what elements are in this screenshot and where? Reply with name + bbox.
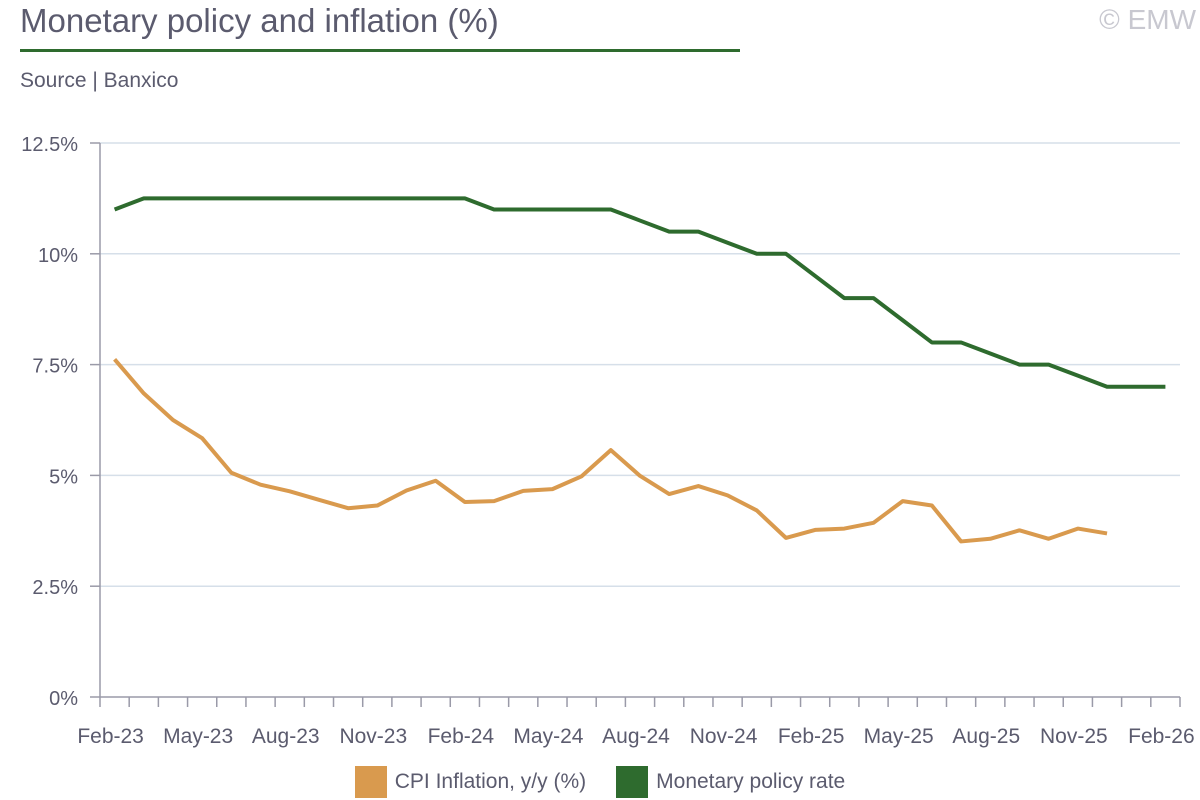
y-tick-label: 0% (49, 688, 78, 710)
x-tick-label: May-25 (864, 725, 934, 748)
x-tick-label: Feb-24 (428, 725, 495, 748)
chart-title: Monetary policy and inflation (%) (20, 2, 499, 39)
x-tick-label: Nov-24 (690, 725, 758, 748)
y-tick-label: 5% (49, 466, 78, 488)
copyright: © EMW (1099, 4, 1196, 35)
x-tick-label: Aug-25 (952, 725, 1020, 748)
legend-item-policy-rate: Monetary policy rate (616, 766, 845, 798)
legend: CPI Inflation, y/y (%) Monetary policy r… (0, 766, 1200, 798)
y-tick-label: 12.5% (21, 134, 78, 156)
source-note: Source | Banxico (20, 69, 179, 92)
legend-label-policy-rate: Monetary policy rate (656, 770, 846, 793)
policy-rate-line (113, 196, 1166, 389)
legend-swatch-cpi (354, 766, 387, 798)
y-tick-label: 7.5% (32, 356, 78, 378)
x-tick-label: Feb-26 (1128, 725, 1195, 748)
x-tick-label: Aug-24 (602, 725, 670, 748)
legend-label-cpi: CPI Inflation, y/y (%) (394, 770, 587, 793)
y-tick-label: 10% (38, 245, 78, 267)
x-tick-label: Nov-23 (339, 725, 407, 748)
title-underline (20, 49, 740, 52)
x-tick-label: May-24 (513, 725, 583, 748)
y-tick-label: 2.5% (32, 577, 78, 599)
x-tick-label: Nov-25 (1040, 725, 1108, 748)
x-tick-label: Feb-25 (778, 725, 845, 748)
x-tick-label: Feb-23 (77, 725, 144, 748)
x-tick-label: May-23 (163, 725, 233, 748)
cpi-inflation-line (113, 357, 1108, 544)
legend-item-cpi: CPI Inflation, y/y (%) (354, 766, 587, 798)
x-tick-label: Aug-23 (252, 725, 320, 748)
legend-swatch-policy-rate (616, 766, 649, 798)
